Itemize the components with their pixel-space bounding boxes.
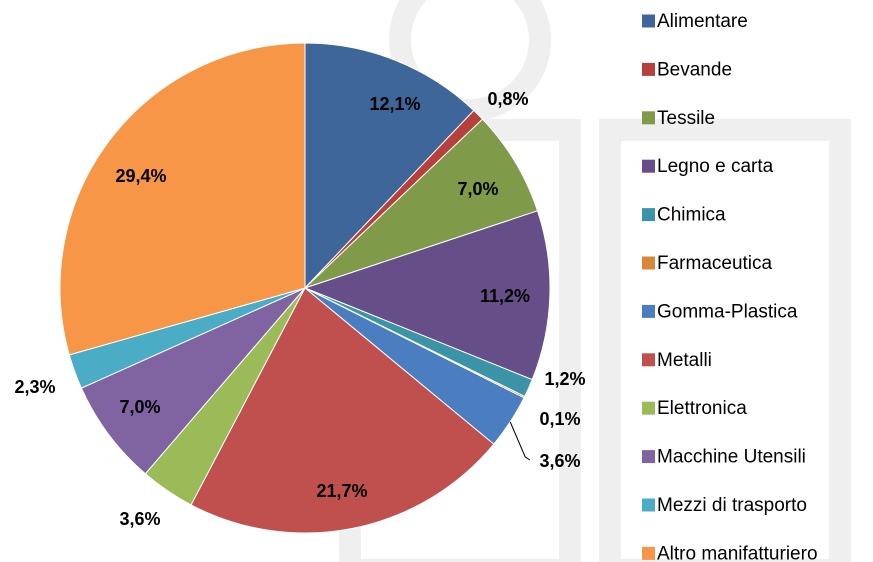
pie [59, 42, 551, 534]
data-label: 1,2% [544, 369, 585, 389]
leader-line [509, 421, 531, 461]
pie-slice [190, 287, 495, 534]
legend-label: Altro manifatturiero [657, 543, 818, 562]
data-labels: 12,1% 0,8% 7,0% 11,2% 1,2% 0,1% 3,6% 21,7% 3,6% 7… [14, 89, 585, 529]
legend-label: Mezzi di trasporto [657, 495, 807, 516]
data-label: 7,0% [457, 179, 498, 199]
data-label: 0,8% [487, 89, 528, 109]
legend-label: Gomma-Plastica [657, 301, 798, 322]
data-label: 3,6% [119, 509, 160, 529]
legend-swatch [642, 401, 655, 415]
legend-swatch [642, 208, 655, 222]
legend-swatch [642, 450, 655, 464]
pie-slice [304, 118, 539, 289]
legend-label: Bevande [657, 59, 732, 80]
pie-slice [304, 42, 475, 290]
data-label: 21,7% [316, 481, 367, 501]
data-label: 29,4% [115, 166, 166, 186]
legend-label: Alimentare [657, 11, 748, 32]
legend-swatch [642, 304, 655, 318]
legend-swatch [642, 14, 655, 28]
legend-swatch [642, 111, 655, 125]
legend-label: Elettronica [657, 398, 747, 419]
data-label: 12,1% [369, 94, 420, 114]
pie-slice [303, 210, 551, 381]
legend-swatch [642, 353, 655, 367]
data-label: 0,1% [539, 409, 580, 429]
legend: Alimentare Bevande Tessile Legno e carta Chi… [642, 11, 818, 562]
legend-swatch [642, 546, 655, 560]
data-label: 11,2% [480, 286, 530, 306]
pie-slice [80, 287, 306, 475]
data-label: 3,6% [539, 451, 580, 471]
legend-swatch [642, 256, 655, 270]
pie-slice [59, 42, 306, 356]
data-label: 7,0% [119, 397, 160, 417]
legend-swatch [642, 498, 655, 512]
legend-label: Macchine Utensili [657, 447, 806, 468]
legend-swatch [642, 62, 655, 76]
legend-label: Chimica [657, 205, 726, 226]
legend-label: Farmaceutica [657, 253, 773, 274]
legend-label: Legno e carta [657, 156, 774, 177]
legend-label: Tessile [657, 108, 715, 129]
legend-swatch [642, 159, 655, 173]
data-label: 2,3% [14, 377, 55, 397]
legend-label: Metalli [657, 350, 712, 371]
